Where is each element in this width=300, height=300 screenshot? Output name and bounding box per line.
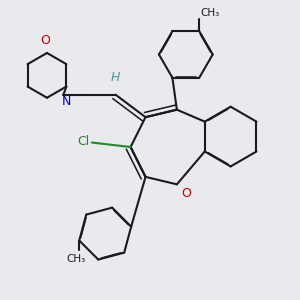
Text: CH₃: CH₃ [67, 254, 86, 264]
Text: N: N [62, 95, 71, 108]
Text: O: O [40, 34, 50, 47]
Text: Cl: Cl [77, 134, 89, 148]
Text: H: H [111, 71, 120, 84]
Text: CH₃: CH₃ [201, 8, 220, 18]
Text: O: O [182, 187, 191, 200]
